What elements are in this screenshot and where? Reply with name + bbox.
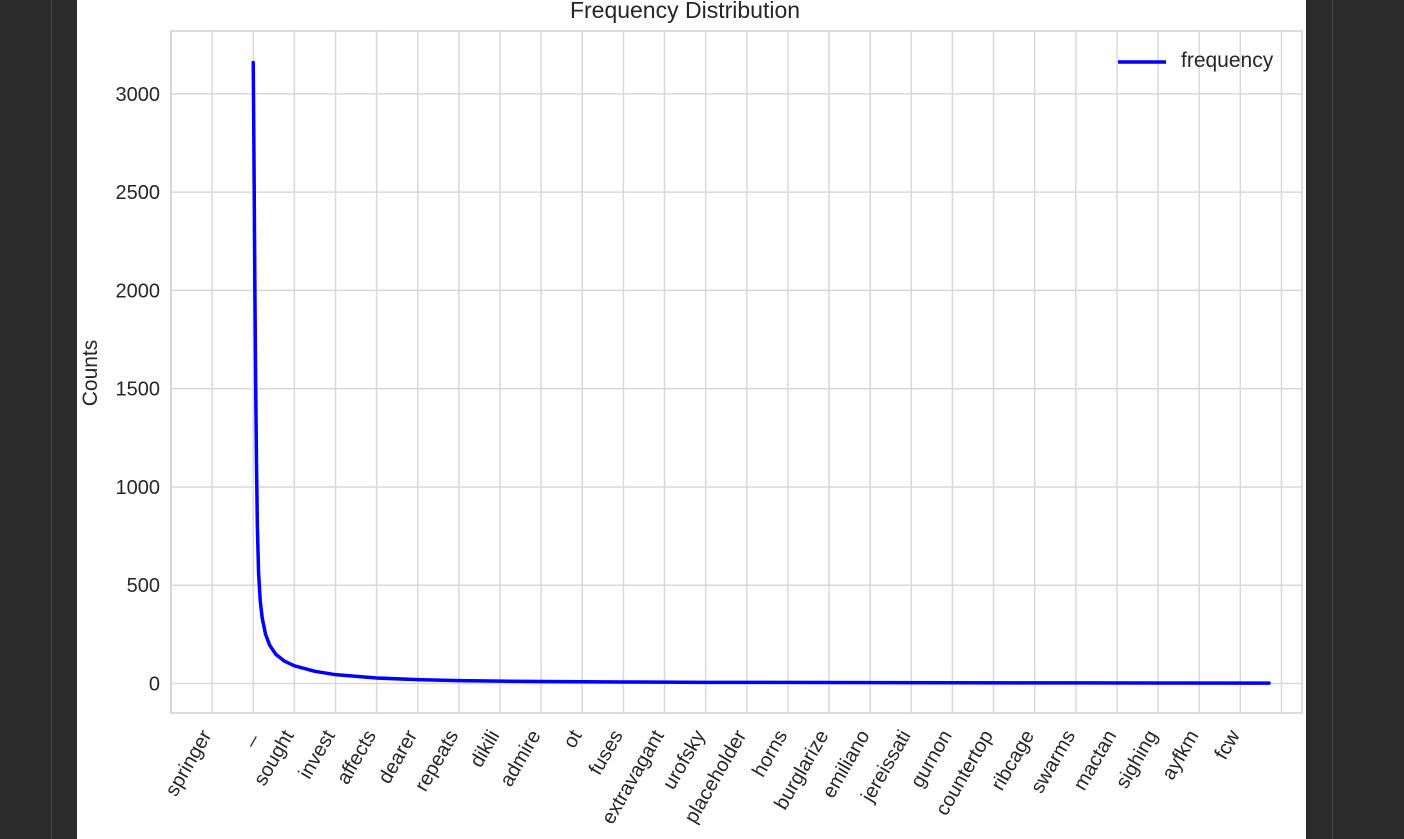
window-frame-right [1332,0,1333,839]
legend: frequency [1118,49,1274,72]
chart-title: Frequency Distribution [570,0,800,23]
x-tick-labels: springer _soughtinvestaffectsdearerrepeat… [161,726,1245,828]
x-tick-label: ayfkm [1158,727,1204,784]
y-tick-label: 500 [127,575,160,597]
plot-area-border [170,30,1303,714]
frequency-line-chart: Frequency Distribution Counts 0 500 1000 15… [79,0,1303,828]
chart-figure: Frequency Distribution Counts 0 500 1000 15… [77,0,1306,839]
x-tick-label: fuses [585,727,628,779]
y-tick-label: 2500 [116,182,161,204]
y-tick-label: 2000 [116,280,161,302]
grid-lines [170,31,1302,713]
x-tick-label: admire [496,727,546,791]
x-tick-label: horns [748,727,792,781]
x-tick-label: fcw [1211,726,1245,763]
x-tick-label: ot [559,726,587,752]
x-tick-label: sought [250,726,299,789]
x-tick-label: affects [333,727,381,789]
series-line-frequency [251,60,1271,685]
y-tick-labels: 0 500 1000 1500 2000 2500 3000 [116,84,161,696]
x-tick-label: dikili [466,727,505,772]
y-tick-label: 1500 [116,379,161,401]
y-tick-label: 3000 [116,84,161,106]
window-frame-left [51,0,52,839]
x-tick-label: springer [161,726,216,800]
legend-label-frequency: frequency [1181,49,1274,72]
y-tick-label: 1000 [116,477,161,499]
series-lines [251,60,1271,685]
x-tick-label: _ [232,726,258,748]
y-tick-label: 0 [149,674,160,696]
y-axis-label: Counts [79,340,102,407]
